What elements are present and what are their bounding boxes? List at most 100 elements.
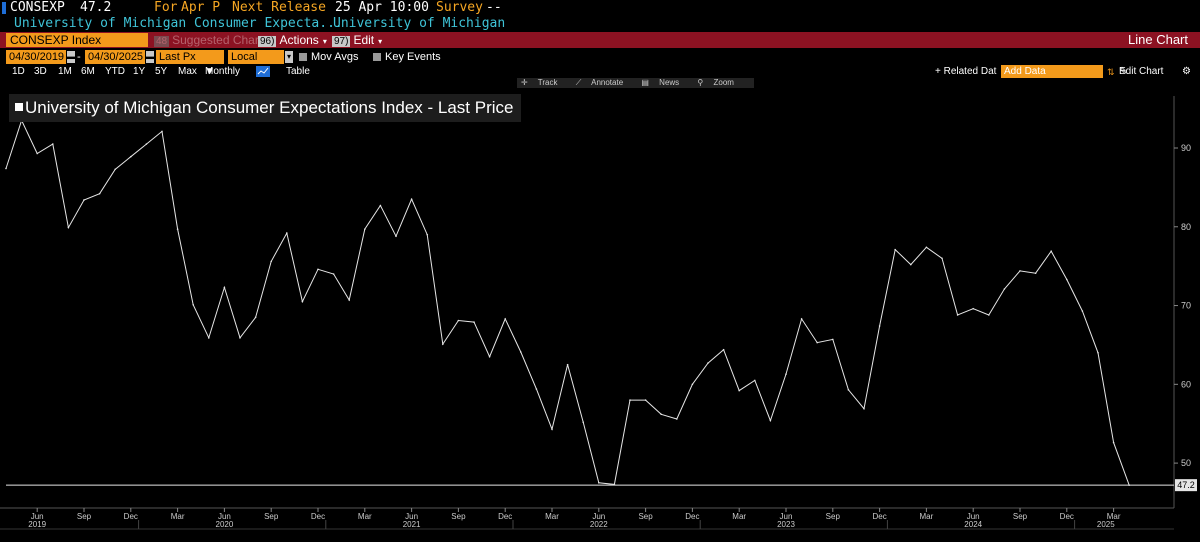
end-date-picker-icon[interactable]: ▬ <box>146 51 154 63</box>
x-tick-label: Sep <box>1013 512 1028 521</box>
period-3d[interactable]: 3D <box>34 66 47 77</box>
x-year-label-2022: 2022 <box>590 520 608 529</box>
start-date-value: 04/30/2019 <box>9 51 65 63</box>
edit-chart-label: Edit Chart <box>1119 66 1164 77</box>
add-data-input[interactable]: Add Data <box>1001 65 1103 78</box>
x-tick-label: Dec <box>311 512 325 521</box>
frequency-caret-icon: ▼ <box>205 66 215 77</box>
period-ytd[interactable]: YTD <box>105 66 125 77</box>
last-value-tag-label: 47.2 <box>1177 480 1195 490</box>
x-tick-label: Dec <box>685 512 699 521</box>
x-tick-label: Sep <box>451 512 466 521</box>
news-tool[interactable]: ▤ News <box>641 78 687 87</box>
legend-swatch <box>15 103 23 111</box>
edit-label: Edit <box>353 33 375 47</box>
suggested-label: Suggested Charts <box>172 33 269 47</box>
period-6m[interactable]: 6M <box>81 66 95 77</box>
x-tick-label: Dec <box>872 512 886 521</box>
actions-num: 96) <box>258 36 277 47</box>
price-field-select[interactable]: Last Px <box>156 50 224 64</box>
long-name: University of Michigan Consumer Expecta.… <box>14 16 343 31</box>
annotate-label: Annotate <box>591 78 624 87</box>
settings-gear-icon[interactable]: ⚙ <box>1182 66 1191 77</box>
add-data-placeholder: Add Data <box>1004 66 1046 77</box>
period-1y[interactable]: 1Y <box>133 66 146 77</box>
x-tick-label: Mar <box>732 512 746 521</box>
pencil-icon: ✎ <box>1119 66 1128 77</box>
annotate-icon: ⟋ <box>575 78 582 87</box>
start-date-picker-icon[interactable]: ▬ <box>67 51 75 63</box>
x-year-labels: 2019 2020 2021 2022 2023 2024 2025 <box>28 520 1115 529</box>
start-date-field[interactable]: 04/30/2019 <box>6 50 66 64</box>
edit-caret-icon: ▾ <box>378 37 383 46</box>
y-tick-label-80: 80 <box>1181 222 1191 232</box>
track-tool[interactable]: ✛ Track <box>521 78 565 87</box>
x-tick-label: Jun <box>218 512 231 521</box>
zoom-icon: ⚲ <box>697 78 704 87</box>
period-1d[interactable]: 1D <box>12 66 25 77</box>
x-year-label-2020: 2020 <box>216 520 234 529</box>
x-tick-label: Jun <box>592 512 605 521</box>
zoom-label: Zoom <box>713 78 734 87</box>
currency-select[interactable]: Local CCY <box>228 50 284 77</box>
chart-axes <box>0 96 1175 530</box>
x-tick-label: Jun <box>31 512 44 521</box>
actions-caret-icon: ▾ <box>322 37 327 46</box>
edit-menu[interactable]: 97) Edit ▾ <box>328 33 386 47</box>
survey-value: -- <box>486 0 502 15</box>
last-value-tag: 47.2 <box>1175 479 1197 492</box>
survey-label: Survey <box>436 0 483 15</box>
x-tick-label: Sep <box>826 512 841 521</box>
security-field-label: CONSEXP Index <box>10 33 102 47</box>
chart-title: University of Michigan Consumer Expectat… <box>9 94 522 122</box>
actions-menu[interactable]: 96) Actions ▾ <box>254 33 331 47</box>
x-tick-label: Jun <box>405 512 418 521</box>
x-year-label-2023: 2023 <box>777 520 795 529</box>
x-tick-label: Sep <box>638 512 653 521</box>
security-header: CONSEXP 47.2 For Apr P Next Release 25 A… <box>0 0 1200 16</box>
series-points <box>5 119 1130 486</box>
related-data-button[interactable]: + Related Dat <box>935 66 997 77</box>
x-tick-label: Dec <box>1060 512 1074 521</box>
x-tick-label: Mar <box>1107 512 1121 521</box>
frequency-value: Monthly <box>205 66 241 77</box>
actions-label: Actions <box>279 33 319 47</box>
ticker-label: CONSEXP <box>10 0 65 15</box>
end-date-value: 04/30/2025 <box>88 51 144 63</box>
period-1m[interactable]: 1M <box>58 66 72 77</box>
x-year-label-2024: 2024 <box>964 520 982 529</box>
x-tick-label: Dec <box>124 512 138 521</box>
x-year-label-2025: 2025 <box>1097 520 1115 529</box>
table-toggle[interactable]: Table <box>286 66 310 77</box>
currency-dropdown-icon[interactable]: ▾ <box>285 51 293 63</box>
key-events-label: Key Events <box>385 51 441 63</box>
x-tick-label: Mar <box>545 512 559 521</box>
end-date-field[interactable]: 04/30/2025 <box>85 50 145 64</box>
security-field[interactable]: CONSEXP Index <box>6 33 148 47</box>
date-controls: 04/30/2019 ▬ - 04/30/2025 ▬ Last Px Loca… <box>0 50 1200 77</box>
zoom-tool[interactable]: ⚲ Zoom <box>697 78 742 87</box>
track-label: Track <box>537 78 558 87</box>
x-tick-label: Sep <box>264 512 279 521</box>
line-chart-icon[interactable] <box>256 66 270 77</box>
suggested-charts-button[interactable]: 48 Suggested Charts <box>150 33 272 47</box>
last-value: 47.2 <box>80 0 112 15</box>
period-max[interactable]: Max <box>178 66 197 77</box>
annotate-tool[interactable]: ⟋ Annotate <box>576 78 631 87</box>
mov-avgs-label: Mov Avgs <box>311 51 359 63</box>
period-label: Apr P <box>181 0 221 15</box>
x-tick-label: Sep <box>77 512 92 521</box>
mov-avgs-checkbox[interactable] <box>299 53 307 61</box>
x-tick-label: Jun <box>967 512 980 521</box>
period-5y[interactable]: 5Y <box>155 66 168 77</box>
add-data-arrows-icon[interactable]: ⇅ <box>1107 67 1115 77</box>
header-marker <box>2 2 6 14</box>
y-tick-label-90: 90 <box>1181 143 1191 153</box>
last-value-tag-bg <box>1175 479 1197 492</box>
key-events-checkbox[interactable] <box>373 53 381 61</box>
x-year-label-2021: 2021 <box>403 520 421 529</box>
x-year-label-2019: 2019 <box>28 520 46 529</box>
security-description: University of Michigan Consumer Expecta.… <box>0 16 1200 32</box>
x-tick-label: Mar <box>358 512 372 521</box>
